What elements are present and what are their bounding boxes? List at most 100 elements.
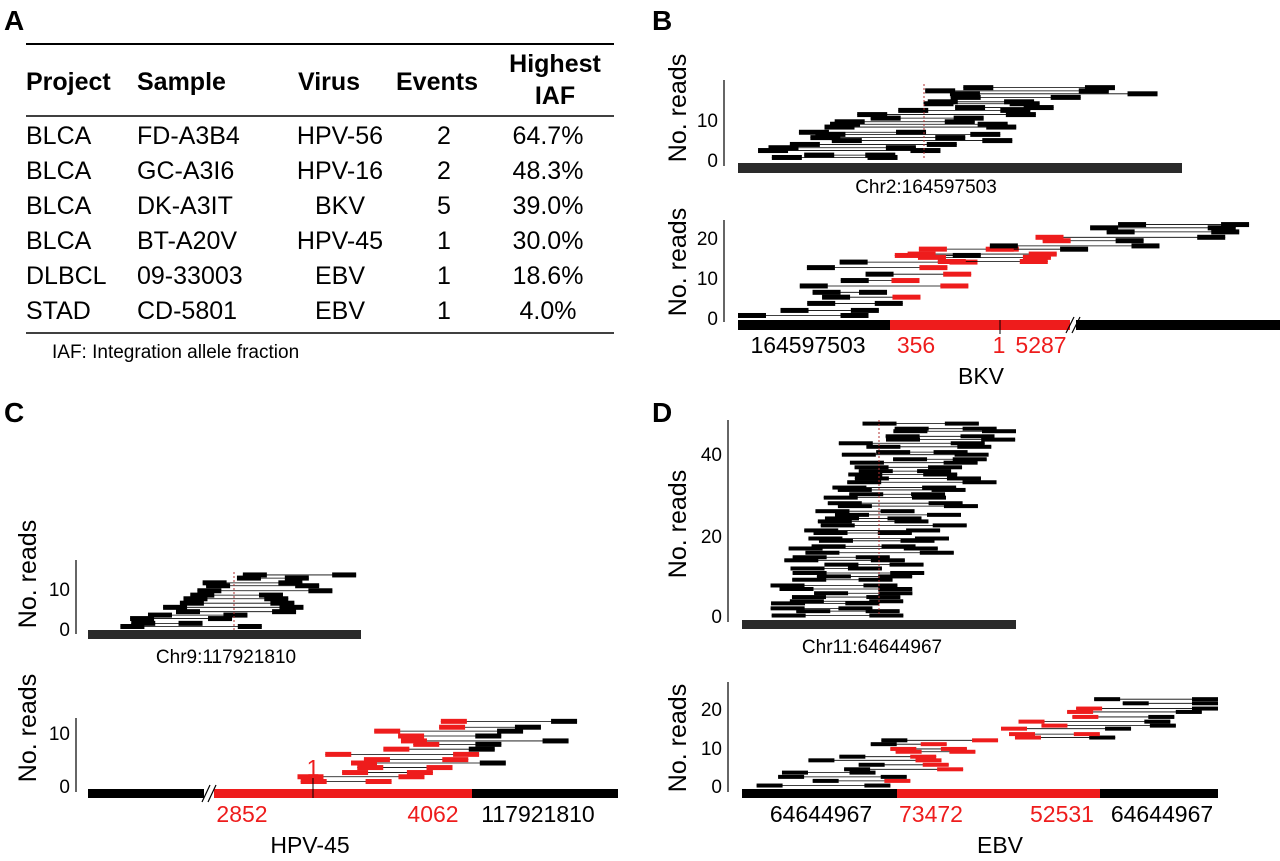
viral-read <box>440 718 467 724</box>
human-read <box>179 600 204 606</box>
human-read <box>1192 706 1218 711</box>
human-read <box>854 465 889 470</box>
virus-name: HPV-45 <box>270 832 349 858</box>
viral-read <box>918 246 947 252</box>
human-read <box>1089 735 1116 740</box>
table-rows: BLCA FD-A3B4 HPV-56 2 64.7% BLCA GC-A3I6 HPV-16… <box>26 122 583 325</box>
human-read <box>756 783 783 788</box>
cell-project: BLCA <box>26 157 92 185</box>
human-read <box>236 575 261 581</box>
cell-events: 1 <box>437 262 451 290</box>
human-read <box>946 476 981 481</box>
human-read <box>926 141 957 147</box>
human-read <box>284 575 309 581</box>
human-read <box>242 572 267 578</box>
human-read <box>931 487 966 492</box>
y-tick-10: 10 <box>701 739 722 760</box>
header-project: Project <box>26 68 111 96</box>
human-read <box>911 492 946 497</box>
human-read <box>770 606 805 611</box>
cell-virus: BKV <box>315 192 365 220</box>
human-read <box>1023 105 1054 111</box>
human-read <box>796 609 831 614</box>
human-read <box>771 613 806 618</box>
cell-events: 2 <box>437 122 451 150</box>
y-tick-10: 10 <box>49 580 70 601</box>
human-read <box>927 99 958 105</box>
human-read <box>817 519 852 524</box>
human-read <box>1105 726 1132 731</box>
table-row: BLCA DK-A3IT BKV 5 39.0% <box>26 192 583 220</box>
position-label: 356 <box>897 332 935 358</box>
table-row: DLBCL 09-33003 EBV 1 18.6% <box>26 262 583 290</box>
human-read <box>1144 719 1171 724</box>
human-read <box>831 138 862 144</box>
table-row: BLCA GC-A3I6 HPV-16 2 48.3% <box>26 157 583 185</box>
y-tick-20: 20 <box>701 700 722 721</box>
cell-project: BLCA <box>26 227 92 255</box>
human-read <box>479 760 506 766</box>
y-tick-0: 0 <box>711 607 722 628</box>
human-read <box>190 592 215 598</box>
viral-read <box>413 741 440 747</box>
human-read <box>943 504 978 509</box>
human-read <box>847 566 882 571</box>
human-read <box>475 741 502 747</box>
viral-read <box>915 758 942 763</box>
human-read <box>878 586 913 591</box>
viral-read <box>949 749 976 754</box>
cell-sample: GC-A3I6 <box>137 157 234 185</box>
viral-read <box>940 746 967 751</box>
human-read <box>900 538 935 543</box>
human-read <box>272 609 297 615</box>
human-read <box>808 536 843 541</box>
viral-read <box>351 760 378 766</box>
human-segment-bar <box>1100 789 1218 798</box>
viral-read <box>1014 735 1041 740</box>
human-read <box>887 516 922 521</box>
viral-read <box>920 742 947 747</box>
human-read <box>824 516 859 521</box>
position-label: 2852 <box>216 801 267 827</box>
human-read <box>815 509 850 514</box>
human-read <box>832 485 867 490</box>
panel-label-c: C <box>4 397 24 428</box>
human-read <box>784 558 819 563</box>
y-tick-0: 0 <box>707 151 718 172</box>
y-tick-0: 0 <box>59 777 70 798</box>
cell-events: 1 <box>437 297 451 325</box>
human-segment-bar <box>1076 320 1280 330</box>
read-pileup <box>120 572 357 630</box>
chromosome-coordinate: Chr9:117921810 <box>156 647 296 668</box>
viral-read <box>1072 714 1099 719</box>
human-read <box>270 600 295 606</box>
human-read <box>869 613 904 618</box>
human-read <box>858 469 893 474</box>
human-read <box>863 583 898 588</box>
human-read <box>771 601 806 606</box>
viral-read <box>300 779 327 785</box>
viral-read <box>895 749 922 754</box>
human-read <box>834 512 869 517</box>
human-read <box>258 592 283 598</box>
human-read <box>914 536 949 541</box>
human-read <box>977 121 1008 127</box>
human-read <box>866 595 901 600</box>
human-read <box>893 457 928 462</box>
human-read <box>1094 697 1121 702</box>
viral-read <box>357 765 384 771</box>
viral-read <box>342 770 369 776</box>
human-read <box>912 495 947 500</box>
viral-read <box>374 728 401 734</box>
human-read <box>837 487 872 492</box>
human-read <box>332 572 357 578</box>
viral-read <box>297 774 324 780</box>
human-read <box>881 738 908 743</box>
human-read <box>877 531 912 536</box>
human-read <box>1149 723 1176 728</box>
cell-virus: HPV-45 <box>297 227 383 255</box>
human-read <box>808 758 835 763</box>
viral-read <box>398 733 425 739</box>
human-read <box>944 421 979 426</box>
human-read <box>917 469 952 474</box>
